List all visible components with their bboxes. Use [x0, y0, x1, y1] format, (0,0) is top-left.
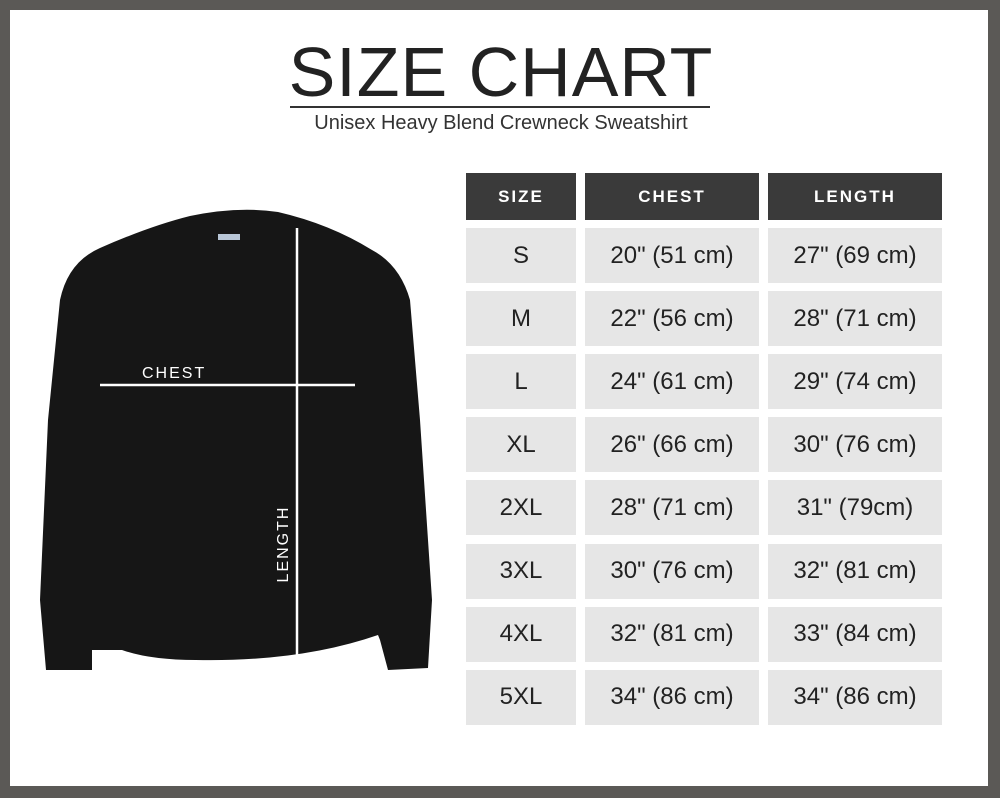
cell-size: 5XL: [466, 669, 576, 725]
title-divider: [290, 106, 710, 108]
cell-chest: 24" (61 cm): [585, 354, 759, 410]
cell-chest: 32" (81 cm): [585, 606, 759, 662]
sweatshirt-body: [40, 209, 432, 670]
header-chest: CHEST: [585, 173, 759, 220]
cell-chest: 20" (51 cm): [585, 228, 759, 283]
header-length: LENGTH: [768, 173, 942, 220]
cell-length: 30" (76 cm): [768, 417, 942, 473]
cell-size: M: [466, 291, 576, 347]
cell-length: 29" (74 cm): [768, 354, 942, 410]
cell-length: 33" (84 cm): [768, 606, 942, 662]
cell-chest: 26" (66 cm): [585, 417, 759, 473]
cell-size: 2XL: [466, 480, 576, 536]
cell-chest: 34" (86 cm): [585, 669, 759, 725]
cell-chest: 22" (56 cm): [585, 291, 759, 347]
cell-length: 27" (69 cm): [768, 228, 942, 283]
length-label: LENGTH: [275, 505, 292, 583]
cell-length: 32" (81 cm): [768, 543, 942, 599]
cell-size: 4XL: [466, 606, 576, 662]
cell-length: 34" (86 cm): [768, 669, 942, 725]
cell-size: XL: [466, 417, 576, 473]
page-subtitle: Unisex Heavy Blend Crewneck Sweatshirt: [314, 112, 688, 134]
cell-length: 31" (79cm): [768, 480, 942, 536]
cell-chest: 30" (76 cm): [585, 543, 759, 599]
cell-size: S: [466, 228, 576, 283]
neck-label: [218, 234, 240, 240]
header-size: SIZE: [466, 173, 576, 220]
cell-chest: 28" (71 cm): [585, 480, 759, 536]
chest-label: CHEST: [142, 365, 207, 382]
cell-length: 28" (71 cm): [768, 291, 942, 347]
cell-size: 3XL: [466, 543, 576, 599]
page-title: SIZE CHART: [288, 33, 714, 111]
cell-size: L: [466, 354, 576, 410]
